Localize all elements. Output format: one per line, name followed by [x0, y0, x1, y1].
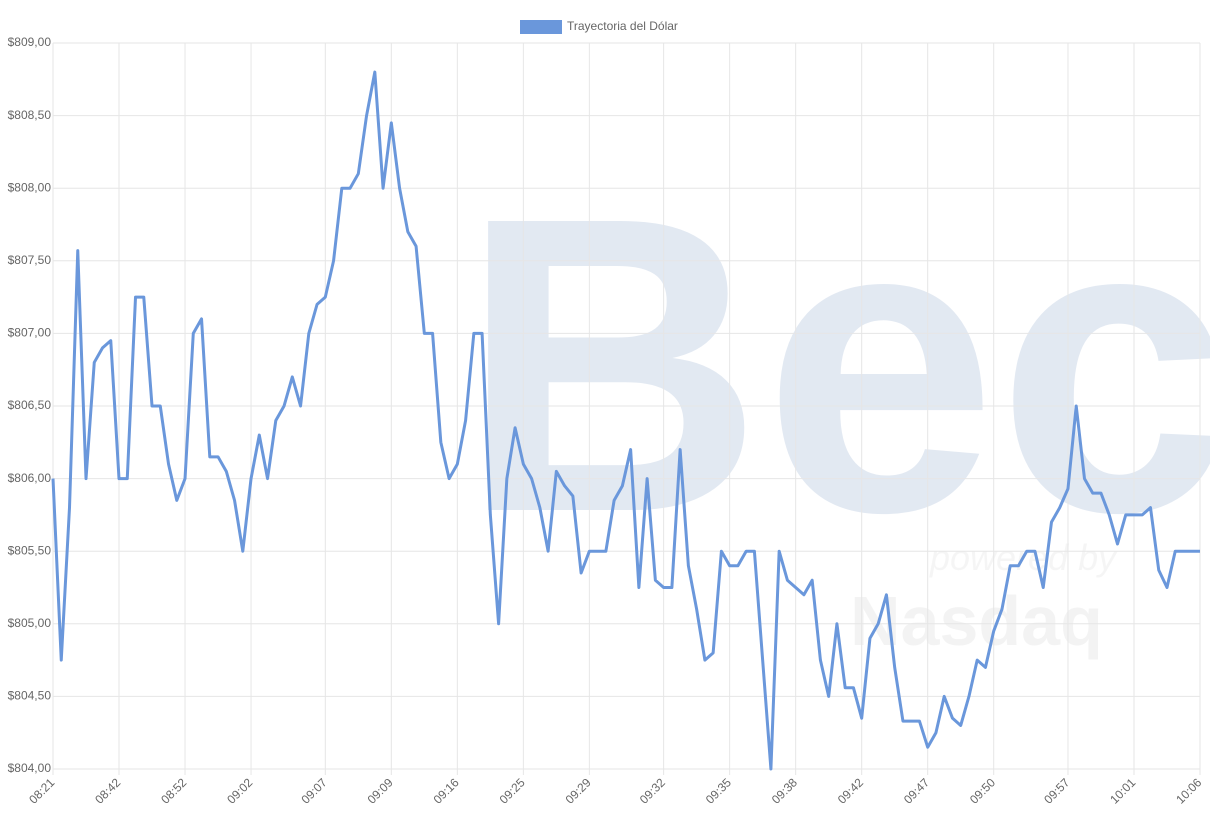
x-tick-label: 08:42 — [92, 775, 123, 806]
y-tick-label: $809,00 — [8, 35, 52, 49]
legend-label[interactable]: Trayectoria del Dólar — [567, 19, 678, 33]
watermark: Bec powered by Nasdaq — [460, 131, 1210, 660]
y-tick-label: $806,50 — [8, 398, 52, 412]
x-tick-label: 09:38 — [769, 775, 800, 806]
x-tick-label: 08:21 — [26, 775, 57, 806]
legend-swatch — [520, 20, 562, 34]
x-tick-label: 09:35 — [703, 775, 734, 806]
x-tick-label: 09:50 — [967, 775, 998, 806]
x-tick-label: 10:01 — [1107, 775, 1138, 806]
x-tick-label: 09:07 — [299, 775, 330, 806]
data-line — [51, 70, 1200, 771]
y-tick-label: $805,50 — [8, 543, 52, 557]
x-tick-label: 09:32 — [637, 775, 668, 806]
x-tick-label: 10:06 — [1173, 775, 1204, 806]
watermark-logo: Bec — [460, 131, 1210, 600]
x-tick-label: 09:25 — [497, 775, 528, 806]
x-tick-label: 09:09 — [365, 775, 396, 806]
y-tick-label: $804,50 — [8, 689, 52, 703]
x-tick-label: 09:42 — [835, 775, 866, 806]
y-tick-label: $808,00 — [8, 180, 52, 194]
y-tick-label: $805,00 — [8, 616, 52, 630]
x-tick-label: 08:52 — [158, 775, 189, 806]
x-tick-label: 09:16 — [431, 775, 462, 806]
y-tick-label: $807,00 — [8, 326, 52, 340]
x-tick-label: 09:29 — [563, 775, 594, 806]
y-tick-label: $806,00 — [8, 471, 52, 485]
y-tick-label: $807,50 — [8, 253, 52, 267]
x-tick-label: 09:57 — [1041, 775, 1072, 806]
x-tick-label: 09:47 — [901, 775, 932, 806]
y-tick-label: $808,50 — [8, 108, 52, 122]
y-tick-label: $804,00 — [8, 761, 52, 775]
x-tick-label: 09:02 — [224, 775, 255, 806]
